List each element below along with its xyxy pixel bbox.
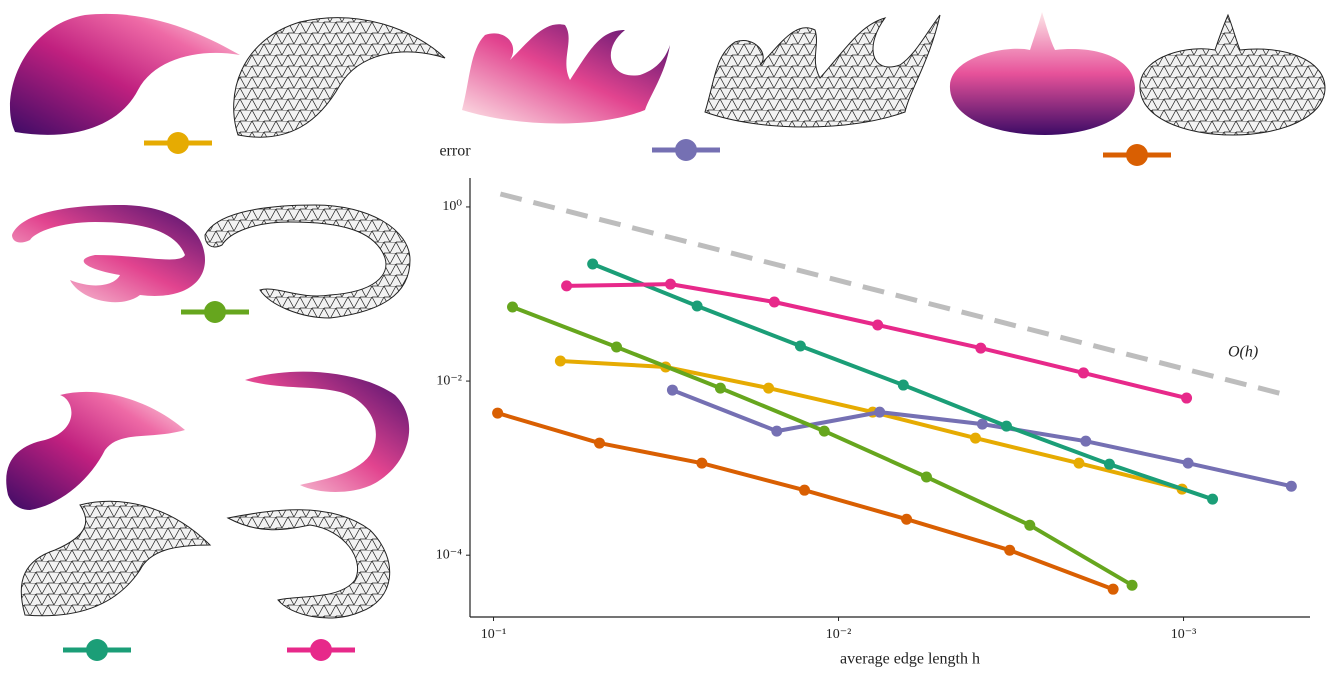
shape-renderings (6, 12, 1326, 619)
data-point (507, 301, 519, 313)
data-point (492, 407, 504, 419)
data-point (976, 418, 988, 430)
data-point (714, 382, 726, 394)
data-point (666, 384, 678, 396)
legend-key-dot (204, 301, 226, 323)
y-axis-label: error (439, 143, 471, 160)
data-point (975, 342, 987, 354)
data-point (664, 278, 676, 290)
y-tick-label: 10⁻² (436, 373, 462, 388)
x-tick-label: 10⁻³ (1171, 627, 1197, 642)
data-point (768, 296, 780, 308)
data-point (1080, 435, 1092, 447)
data-point (1024, 519, 1036, 531)
x-tick-label: 10⁻¹ (481, 627, 507, 642)
y-tick-label: 10⁰ (442, 199, 462, 214)
x-tick-label: 10⁻² (826, 627, 852, 642)
legend-key-dot (675, 139, 697, 161)
data-point (1004, 544, 1016, 556)
data-point (969, 432, 981, 444)
data-point (818, 425, 830, 437)
data-point (1077, 367, 1089, 379)
data-point (897, 379, 909, 391)
data-point (611, 341, 623, 353)
data-point (872, 319, 884, 331)
data-point (1126, 579, 1138, 591)
data-point (1182, 457, 1194, 469)
series-line (566, 282, 1188, 401)
data-point (1107, 583, 1119, 595)
data-point (1073, 457, 1085, 469)
data-point (874, 406, 886, 418)
data-point (771, 425, 783, 437)
data-point (593, 437, 605, 449)
data-point (561, 280, 573, 292)
legend-key-dot (86, 639, 108, 661)
data-point (799, 484, 811, 496)
data-point (587, 258, 599, 270)
x-axis-label: average edge length h (840, 651, 980, 668)
data-point (1000, 420, 1012, 432)
data-point (691, 300, 703, 312)
data-point (901, 513, 913, 525)
data-point (1207, 493, 1219, 505)
legend-key-dot (310, 639, 332, 661)
y-tick-label: 10⁻⁴ (436, 547, 462, 562)
data-point (554, 355, 566, 367)
series-line (497, 411, 1114, 592)
data-point (696, 457, 708, 469)
data-point (1181, 392, 1193, 404)
data-point (763, 382, 775, 394)
data-point (1285, 480, 1297, 492)
legend-key-dot (1126, 144, 1148, 166)
data-point (1103, 458, 1115, 470)
legend-key-dot (167, 132, 189, 154)
series-line (560, 359, 1183, 492)
reference-label: O(h) (1228, 344, 1258, 361)
data-point (794, 340, 806, 352)
data-point (920, 471, 932, 483)
plot: error average edge length h O(h) (439, 143, 1310, 668)
